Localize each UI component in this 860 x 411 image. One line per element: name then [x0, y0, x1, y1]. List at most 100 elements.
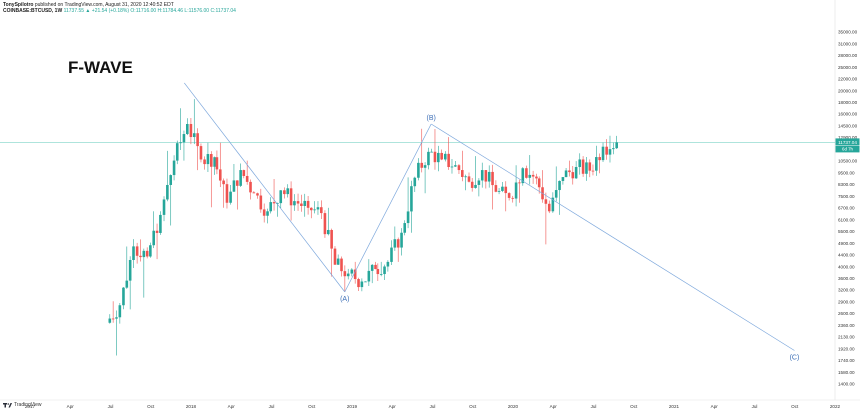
publisher-name[interactable]: TonySpilotro	[3, 2, 34, 8]
current-price-tag	[835, 138, 860, 146]
candle-body	[279, 190, 283, 204]
candle-body	[528, 174, 532, 178]
wave-segment[interactable]	[430, 123, 795, 351]
candle-body	[561, 177, 565, 181]
candle-body	[313, 209, 316, 211]
candle-body	[108, 318, 112, 323]
price-axis-label: 5500.00	[838, 229, 855, 234]
price-axis-label: 18000.00	[838, 100, 858, 105]
candle-body	[199, 146, 203, 160]
candle-body	[189, 123, 193, 138]
published-info: published on TradingView.com, August 31,…	[34, 2, 174, 8]
candle-body	[333, 248, 337, 265]
ohlc-values: 11737.55 ▲ +21.54 (+0.18%) O:11716.00 H:…	[63, 8, 236, 15]
candle-body	[340, 258, 343, 272]
candle-body	[232, 180, 236, 192]
candle-body	[379, 274, 383, 275]
price-axis-label: 14500.00	[838, 123, 858, 128]
chart-footer: TradingView	[3, 402, 42, 408]
candle-body	[601, 146, 605, 161]
candle-body	[494, 185, 498, 192]
candle-body	[437, 152, 440, 163]
wave-point-label: (C)	[790, 355, 800, 362]
candle-body	[225, 184, 229, 203]
candle-body	[169, 175, 173, 185]
candlestick-series	[108, 99, 618, 356]
time-axis-label: 2017	[25, 404, 36, 409]
candle-body	[162, 199, 166, 215]
candle-body	[149, 245, 152, 257]
candle-body	[213, 157, 216, 167]
price-axis-label: 3600.00	[838, 276, 855, 281]
candle-body	[400, 232, 403, 248]
current-price-tags: 11737.04 6d 7h	[835, 138, 860, 153]
candle-body	[511, 197, 515, 199]
candle-body	[564, 170, 568, 178]
candle-body	[497, 190, 501, 192]
time-axis[interactable]: 2017 Apr Jul Oct 2018 Apr Jul Oct 2019 Apr Jul Oct 2…	[25, 404, 841, 409]
candle-body	[535, 176, 538, 179]
candle-body	[433, 151, 437, 163]
candle-body	[155, 230, 159, 233]
candle-body	[608, 149, 612, 155]
candle-body	[286, 188, 290, 195]
wave-pattern-drawing[interactable]: (A) (B) (C)	[184, 82, 800, 362]
candle-body	[320, 207, 323, 214]
candle-body	[390, 247, 393, 262]
price-axis-label: 1740.00	[838, 358, 855, 363]
price-axis-label: 31000.00	[838, 41, 858, 46]
candle-body	[501, 186, 504, 191]
price-axis-label: 28000.00	[838, 53, 858, 58]
price-axis-label: 22000.00	[838, 77, 858, 82]
price-axis-label: 4900.00	[838, 241, 855, 246]
chart-title: F-WAVE	[68, 58, 133, 77]
candle-body	[145, 250, 149, 257]
time-axis-label: Jul	[269, 404, 275, 409]
candle-body	[122, 287, 125, 306]
time-axis-label: Jul	[430, 404, 436, 409]
candle-body	[128, 259, 132, 281]
candle-body	[581, 159, 585, 174]
candle-body	[598, 157, 601, 161]
candle-body	[406, 211, 410, 224]
candle-body	[316, 207, 320, 210]
candle-body	[461, 170, 464, 177]
candle-body	[115, 317, 118, 319]
candle-body	[417, 162, 420, 178]
candle-body	[410, 186, 413, 212]
price-axis[interactable]: 35000.00 31000.00 28000.00 25000.00 22000.00…	[838, 30, 858, 387]
candle-body	[135, 246, 139, 256]
candle-body	[249, 181, 252, 193]
candle-body	[206, 154, 210, 165]
wave-segment[interactable]	[344, 123, 432, 293]
wave-segment[interactable]	[184, 82, 346, 293]
bar-countdown: 6d 7h	[842, 147, 854, 152]
tradingview-brand[interactable]: TradingView	[14, 402, 42, 408]
candle-body	[558, 180, 561, 191]
price-axis-label: 25000.00	[838, 65, 858, 70]
price-axis-label: 12900.00	[838, 135, 858, 140]
candle-body	[152, 230, 156, 246]
candle-body	[182, 134, 186, 143]
candle-body	[353, 269, 357, 280]
candle-body	[336, 258, 340, 265]
candle-body	[396, 239, 400, 248]
candle-body	[464, 176, 467, 178]
candle-body	[551, 197, 555, 212]
candle-body	[242, 170, 246, 176]
current-price-value: 11737.04	[838, 140, 857, 145]
price-axis-label: 2360.00	[838, 323, 855, 328]
countdown-tag	[835, 145, 860, 153]
candle-body	[605, 146, 608, 155]
time-axis-label: Oct	[791, 404, 799, 409]
candle-body	[376, 269, 380, 275]
candle-body	[612, 148, 615, 150]
candle-body	[142, 250, 146, 258]
time-axis-label: Jul	[591, 404, 597, 409]
candle-body	[413, 177, 417, 187]
candle-body	[364, 281, 367, 283]
candle-body	[430, 151, 433, 153]
time-axis-label: 2018	[186, 404, 197, 409]
candle-body	[192, 133, 196, 138]
